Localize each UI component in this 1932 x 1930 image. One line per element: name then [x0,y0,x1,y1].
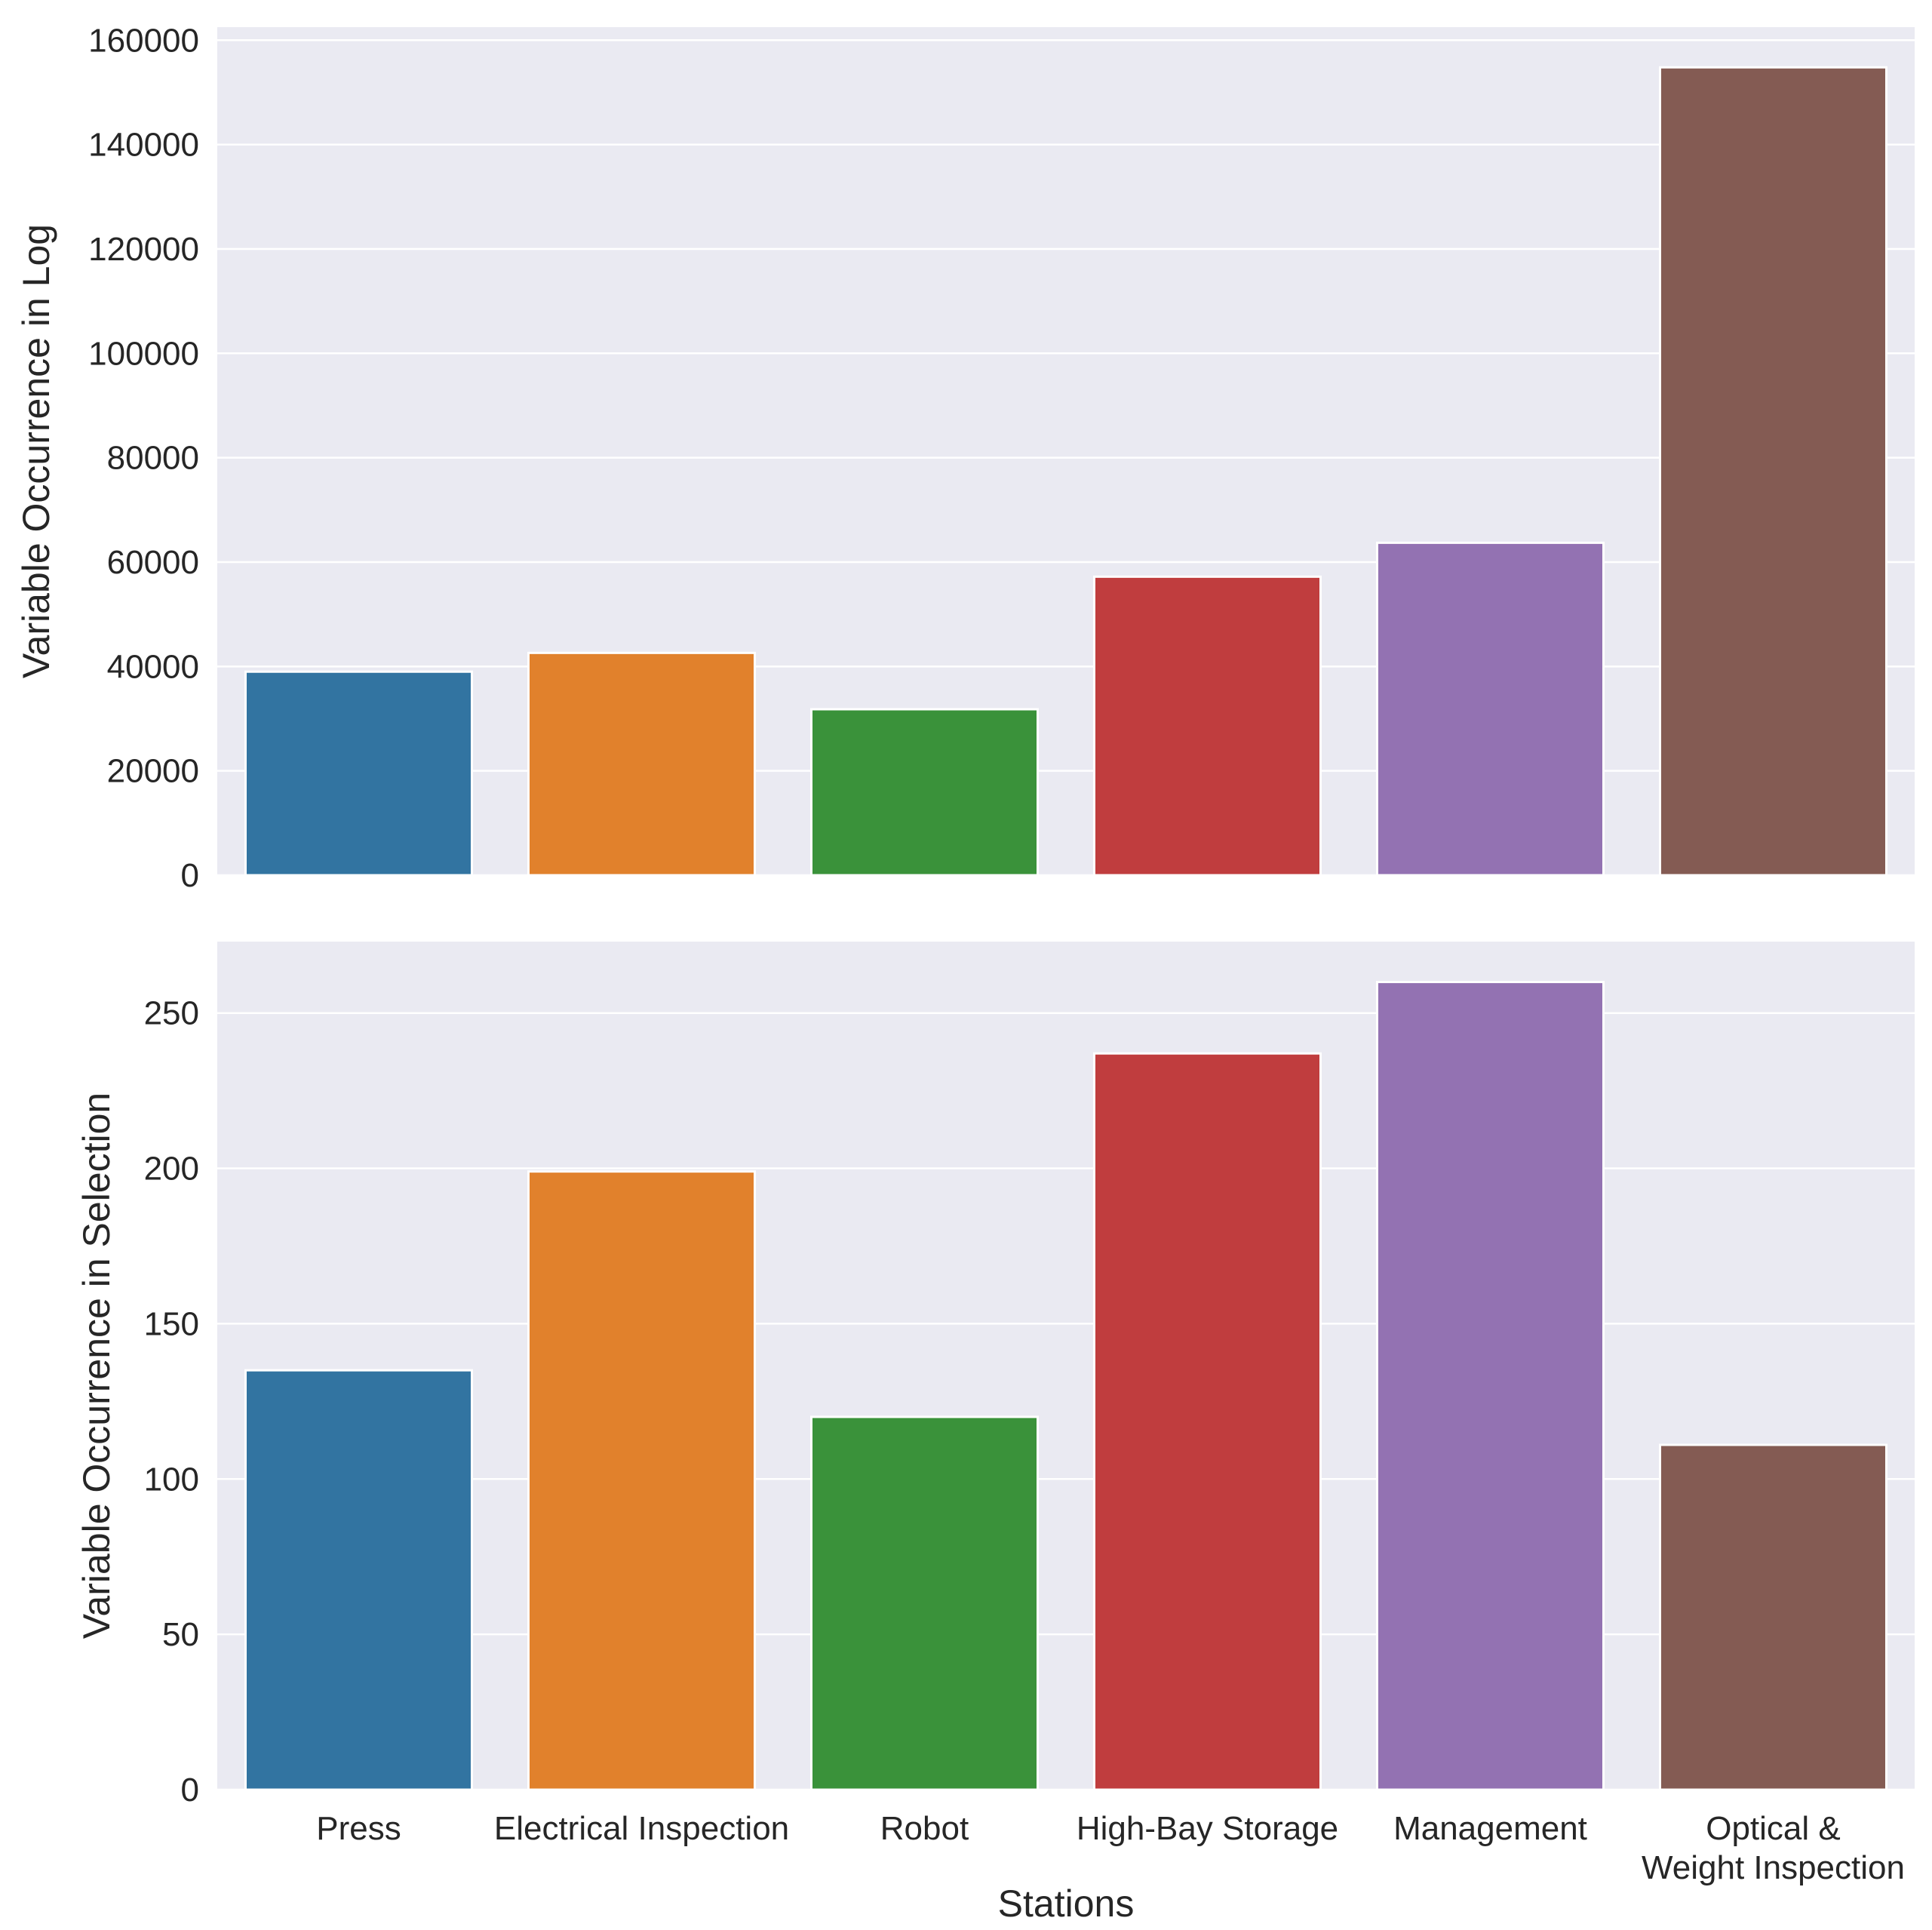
x-tick-label: Robot [880,1810,969,1847]
y-tick-label: 150 [144,1305,199,1342]
x-tick-label: Press [316,1810,401,1847]
y-tick-label: 140000 [88,127,199,164]
bottom-bar-chart: 0 50 100 150 200 250 Press Electrical Inspectio… [75,942,1915,1925]
bar-high-bay-storage [1093,575,1322,877]
x-tick-label: Weight Inspection [1642,1849,1905,1886]
plot-area [217,942,1915,1790]
y-tick-label: 20000 [107,753,199,790]
y-axis-label: Variable Occurrence in Log [15,224,57,678]
x-tick-label: Optical & [1706,1810,1841,1847]
y-tick-label: 60000 [107,544,199,581]
y-tick-label: 50 [162,1616,199,1653]
bar-electrical-inspection [527,1170,756,1791]
y-tick-label: 0 [181,1772,199,1809]
plot-area [217,27,1915,875]
bar-management [1376,981,1605,1791]
x-tick-label: Electrical Inspection [494,1810,789,1847]
y-tick-label: 40000 [107,648,199,685]
bar-management [1376,541,1605,877]
top-bar-chart: 0 20000 40000 60000 80000 100000 120000 140000 1… [15,22,1915,894]
y-tick-label: 100 [144,1461,199,1498]
y-tick-label: 0 [181,857,199,894]
bar-press [244,670,473,877]
bar-robot [810,1415,1039,1791]
y-tick-label: 200 [144,1151,199,1188]
bar-optical-weight-inspection [1659,66,1887,877]
x-tick-label: Management [1393,1810,1587,1847]
y-axis-label: Variable Occurrence in Selection [75,1093,118,1639]
y-tick-label: 100000 [88,335,199,372]
y-tick-label: 120000 [88,231,199,268]
y-tick-label: 250 [144,995,199,1032]
y-tick-label: 160000 [88,22,199,59]
bar-press [244,1369,473,1791]
bar-electrical-inspection [527,651,756,877]
bar-high-bay-storage [1093,1052,1322,1791]
x-tick-label: High-Bay Storage [1077,1810,1338,1847]
y-tick-label: 80000 [107,440,199,477]
bar-optical-weight-inspection [1659,1443,1887,1791]
bar-robot [810,708,1039,877]
x-axis-label: Stations [998,1882,1135,1925]
